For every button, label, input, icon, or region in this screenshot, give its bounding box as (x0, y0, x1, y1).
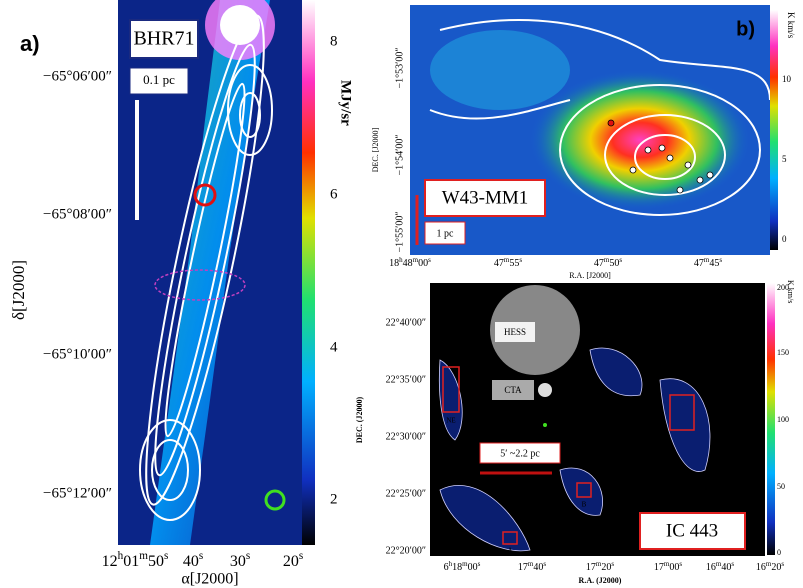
y-tick-label: −65°06′00″ (43, 68, 112, 84)
x-tick-label: 47m55s (494, 256, 522, 270)
cta-label: CTA (504, 385, 522, 395)
y-tick-label: 22°30′00″ (386, 431, 426, 442)
legend-label: CO (2-1) (492, 418, 525, 428)
y-axis-title: DEC. (J2000) (355, 397, 364, 444)
panel-label: a) (20, 31, 40, 56)
y-tick-label: −1°53′00″ (394, 48, 405, 89)
colorbar-tick: 200 (777, 283, 789, 292)
y-tick-label: −1°55′00″ (394, 212, 405, 253)
region-label: NE (446, 417, 455, 425)
colorbar-tick: 2 (330, 491, 338, 507)
x-tick-label: 30s (230, 550, 250, 570)
x-axis-title: R.A. (J2000) (579, 576, 622, 585)
panel-label: c) (737, 306, 755, 328)
colorbar-tick: 6 (330, 186, 338, 202)
y-tick-label: −1°54′00″ (394, 135, 405, 176)
x-tick-label: 40s (183, 550, 203, 570)
x-tick-label: 16m20s (756, 560, 784, 574)
colorbar-tick: 50 (777, 482, 785, 491)
y-tick-label: 22°35′00″ (386, 374, 426, 385)
y-tick-label: −65°12′00″ (43, 485, 112, 501)
x-tick-label: 20s (283, 550, 303, 570)
x-axis-title: α[J2000] (181, 571, 238, 588)
x-tick-label: 17m00s (654, 560, 682, 574)
y-axis-title: DEC. [J2000] (371, 127, 380, 172)
scale-label: 1 pc (437, 228, 455, 239)
hess-label: HESS (504, 327, 526, 337)
region-label: A (507, 547, 512, 555)
x-tick-label: 18h48m00s (389, 256, 431, 270)
colorbar-tick: 0 (782, 234, 787, 244)
panel-b-image (410, 5, 778, 255)
scale-label: 0.1 pc (143, 72, 175, 87)
x-tick-label: 17m40s (518, 560, 546, 574)
panel-a-image (118, 0, 315, 545)
x-axis-title: R.A. [J2000] (569, 271, 611, 280)
colorbar-tick: 4 (330, 339, 338, 355)
y-tick-label: −65°08′00″ (43, 206, 112, 222)
colorbar-tick: 5 (782, 154, 787, 164)
colorbar-tick: 10 (782, 74, 792, 84)
x-tick-label: 12h01m50s (102, 550, 169, 570)
colorbar-tick: 150 (777, 348, 789, 357)
source-name: W43-MM1 (442, 187, 529, 208)
y-tick-label: 22°25′00″ (386, 488, 426, 499)
colorbar-tick: 100 (777, 415, 789, 424)
source-name: BHR71 (133, 28, 194, 50)
x-tick-label: 47m50s (594, 256, 622, 270)
colorbar-unit: K km/s (786, 280, 795, 303)
y-tick-label: 22°40′00″ (386, 317, 426, 328)
x-tick-label: 17m20s (586, 560, 614, 574)
scale-label: 5′ ~2.2 pc (500, 448, 540, 459)
colorbar-tick: 0 (777, 548, 781, 557)
y-tick-label: −65°10′00″ (43, 346, 112, 362)
colorbar-tick: 8 (330, 33, 338, 49)
y-axis-title: δ[J2000] (9, 260, 28, 320)
x-tick-label: 16m40s (706, 560, 734, 574)
x-tick-label: 47m45s (694, 256, 722, 270)
region-label: B (582, 501, 587, 509)
colorbar-unit: MJy/sr (338, 80, 354, 126)
source-name: IC 443 (666, 520, 718, 541)
panel-c-image (430, 283, 775, 556)
panel-label: b) (736, 18, 755, 40)
y-tick-label: 22°20′00″ (386, 545, 426, 556)
legend-label: CO (6-5) (492, 405, 525, 415)
colorbar-unit: K km/s (786, 12, 796, 39)
x-tick-label: 6h18m00s (444, 560, 481, 574)
